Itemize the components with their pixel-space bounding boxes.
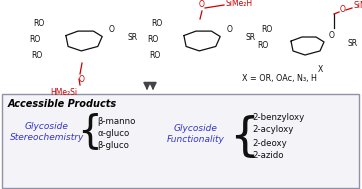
Text: X = OR, OAc, N₃, H: X = OR, OAc, N₃, H — [242, 74, 317, 84]
Text: O: O — [227, 25, 233, 33]
Text: RO: RO — [151, 19, 162, 28]
Text: X: X — [317, 66, 323, 74]
FancyBboxPatch shape — [2, 94, 359, 188]
Text: Glycoside
Functionality: Glycoside Functionality — [167, 124, 225, 144]
Text: 2-deoxy: 2-deoxy — [252, 139, 287, 147]
Text: 2-benzyloxy: 2-benzyloxy — [252, 112, 304, 122]
Text: RO: RO — [257, 40, 268, 50]
Text: RO: RO — [147, 35, 158, 43]
Text: RO: RO — [31, 50, 42, 60]
Text: Accessible Products: Accessible Products — [8, 99, 117, 109]
Text: RO: RO — [33, 19, 44, 28]
Text: RO: RO — [261, 26, 272, 35]
Text: O: O — [109, 25, 115, 33]
Text: $\{$: $\{$ — [77, 112, 99, 153]
Text: Glycoside
Stereochemistry: Glycoside Stereochemistry — [10, 122, 84, 142]
Text: O: O — [199, 0, 205, 9]
Text: O: O — [340, 5, 346, 15]
Text: RO: RO — [149, 50, 160, 60]
Text: β-gluco: β-gluco — [97, 140, 129, 149]
Text: RO: RO — [29, 35, 40, 43]
Text: SiMe₂H: SiMe₂H — [226, 0, 253, 8]
Text: α-gluco: α-gluco — [97, 129, 129, 138]
Text: SR: SR — [348, 40, 358, 49]
Text: 2-acyloxy: 2-acyloxy — [252, 125, 293, 135]
Text: $\{$: $\{$ — [229, 112, 255, 160]
Text: O: O — [329, 32, 335, 40]
Text: SR: SR — [128, 33, 138, 42]
Text: β-manno: β-manno — [97, 116, 135, 125]
Text: HMe₂Si: HMe₂Si — [50, 88, 77, 97]
Text: SiMe₂H: SiMe₂H — [354, 2, 362, 11]
Text: O: O — [79, 75, 85, 84]
Text: 2-azido: 2-azido — [252, 152, 283, 160]
Text: SR: SR — [246, 33, 256, 42]
